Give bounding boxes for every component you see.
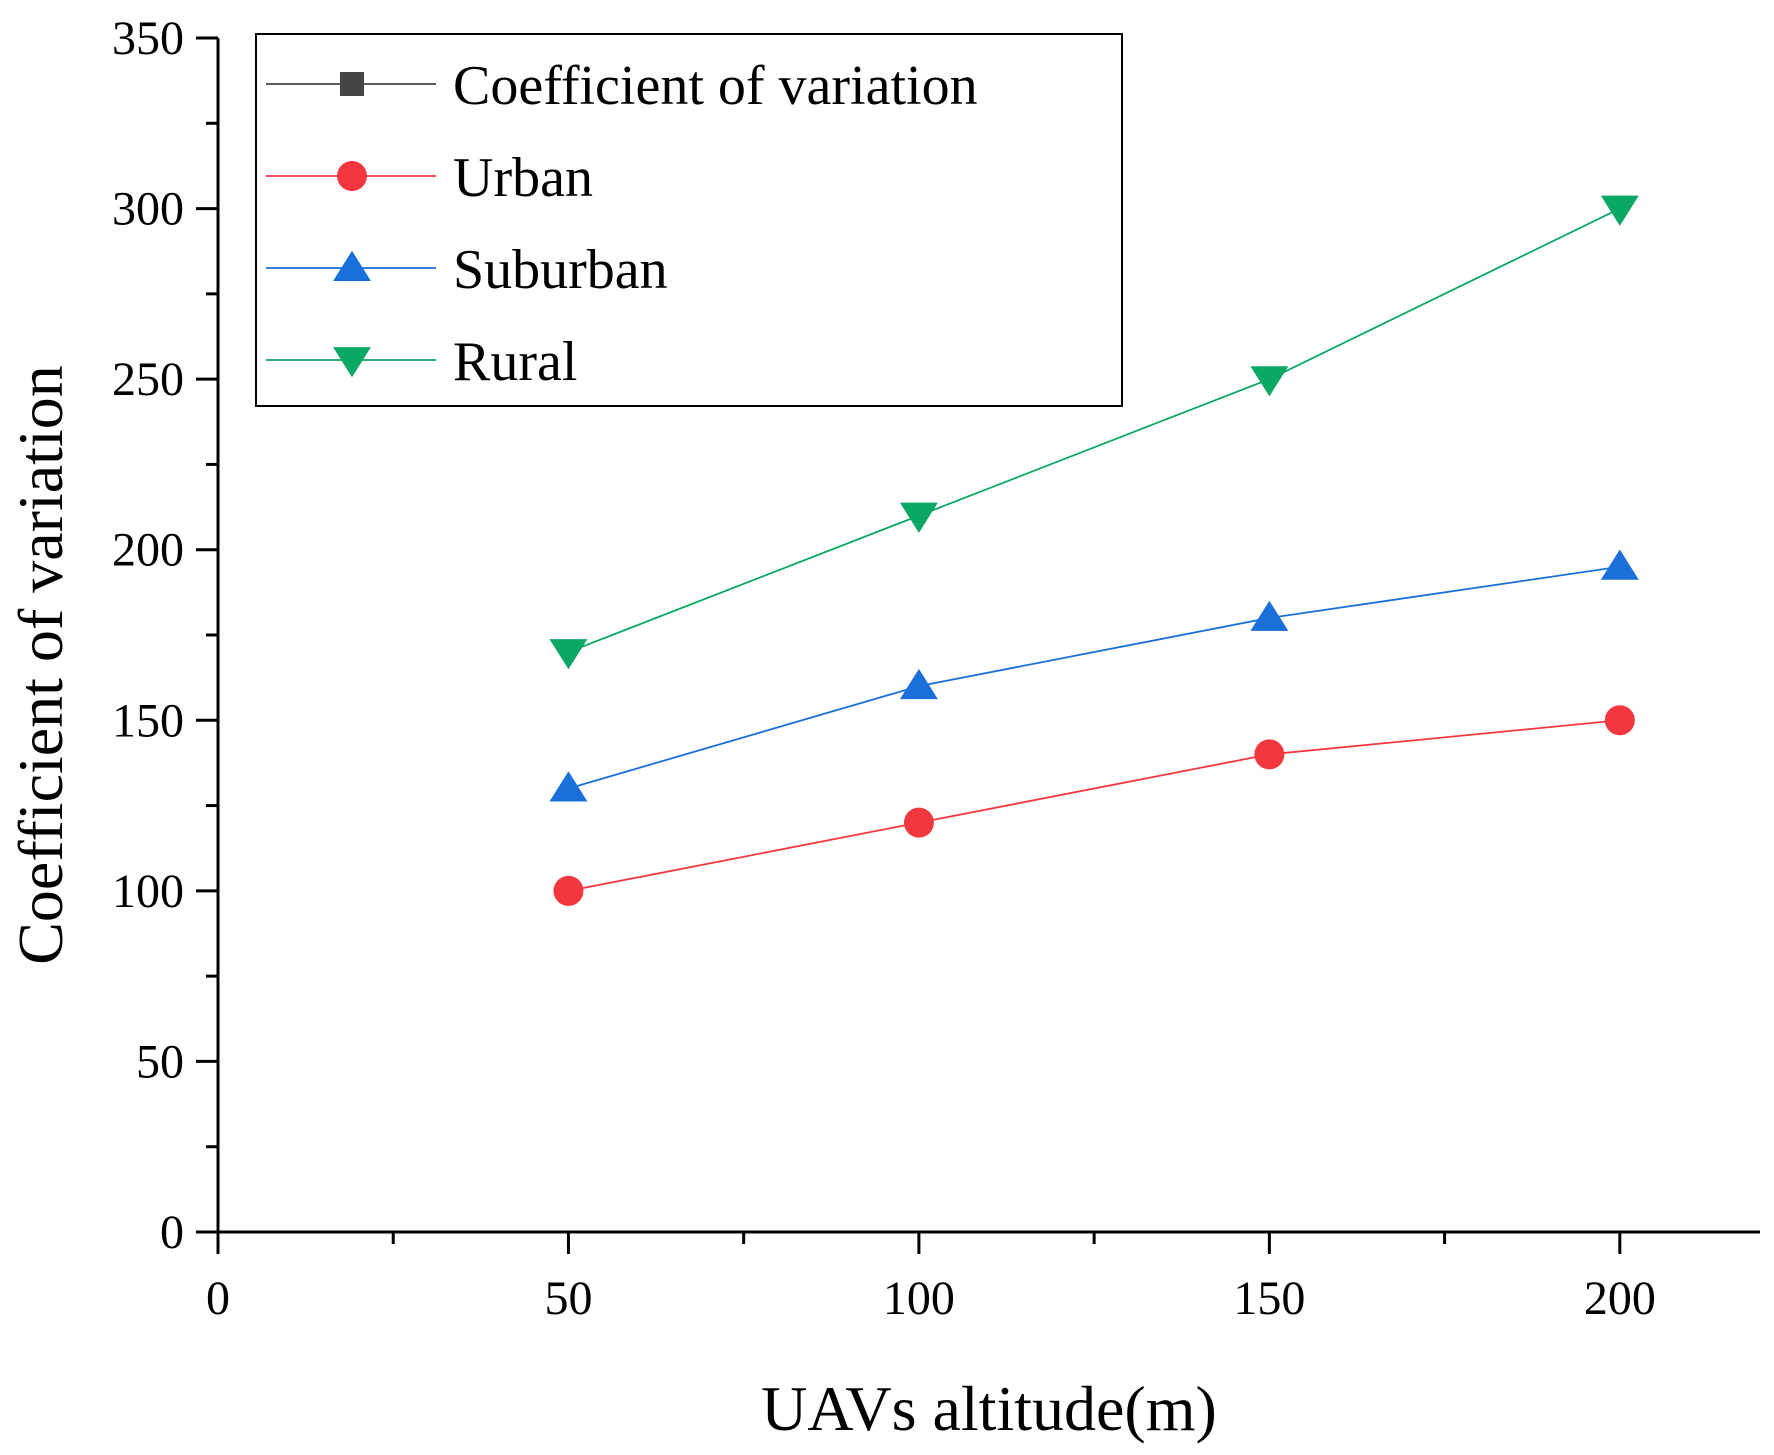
data-point — [549, 639, 588, 670]
y-tick-label: 300 — [112, 183, 184, 236]
plot-area — [549, 195, 1639, 906]
y-tick-label: 50 — [136, 1035, 184, 1088]
data-point — [549, 771, 588, 802]
y-tick-label: 250 — [112, 353, 184, 406]
y-tick-label: 150 — [112, 694, 184, 747]
series-line — [568, 565, 1620, 790]
legend-label: Urban — [453, 147, 593, 209]
data-point — [553, 875, 584, 906]
x-tick-label: 0 — [206, 1272, 230, 1325]
data-point — [899, 668, 938, 700]
axes: 0 50 100 150 200 250 300 350 0 50 100 150 200 — [112, 12, 1760, 1325]
data-point — [903, 807, 934, 838]
data-point — [899, 502, 938, 533]
legend: Coefficient of variation Urban Suburban Rur… — [255, 33, 1123, 407]
x-tick-label: 50 — [544, 1272, 592, 1325]
legend-label: Rural — [453, 331, 577, 393]
data-point — [1600, 549, 1639, 580]
x-tick-label: 100 — [883, 1272, 955, 1325]
data-point — [1250, 600, 1289, 631]
legend-label: Suburban — [453, 239, 668, 301]
y-tick-label: 0 — [160, 1206, 184, 1259]
legend-marker — [340, 72, 364, 96]
y-tick-label: 100 — [112, 865, 184, 918]
legend-label: Coefficient of variation — [453, 55, 978, 117]
data-point — [1604, 705, 1635, 736]
x-axis-title: UAVs altitude(m) — [761, 1373, 1217, 1444]
y-axis-title: Coefficient of variation — [5, 365, 76, 965]
x-tick-label: 150 — [1233, 1272, 1305, 1325]
data-point — [1250, 366, 1289, 397]
series-line — [568, 719, 1620, 892]
legend-box — [255, 33, 1123, 407]
legend-marker — [333, 347, 371, 378]
data-point — [1600, 195, 1639, 226]
legend-marker — [337, 161, 367, 191]
series-line — [568, 207, 1621, 653]
x-tick-label: 200 — [1584, 1272, 1656, 1325]
legend-marker — [333, 250, 371, 281]
y-tick-label: 350 — [112, 12, 184, 65]
y-tick-label: 200 — [112, 524, 184, 577]
data-point — [1254, 739, 1285, 770]
